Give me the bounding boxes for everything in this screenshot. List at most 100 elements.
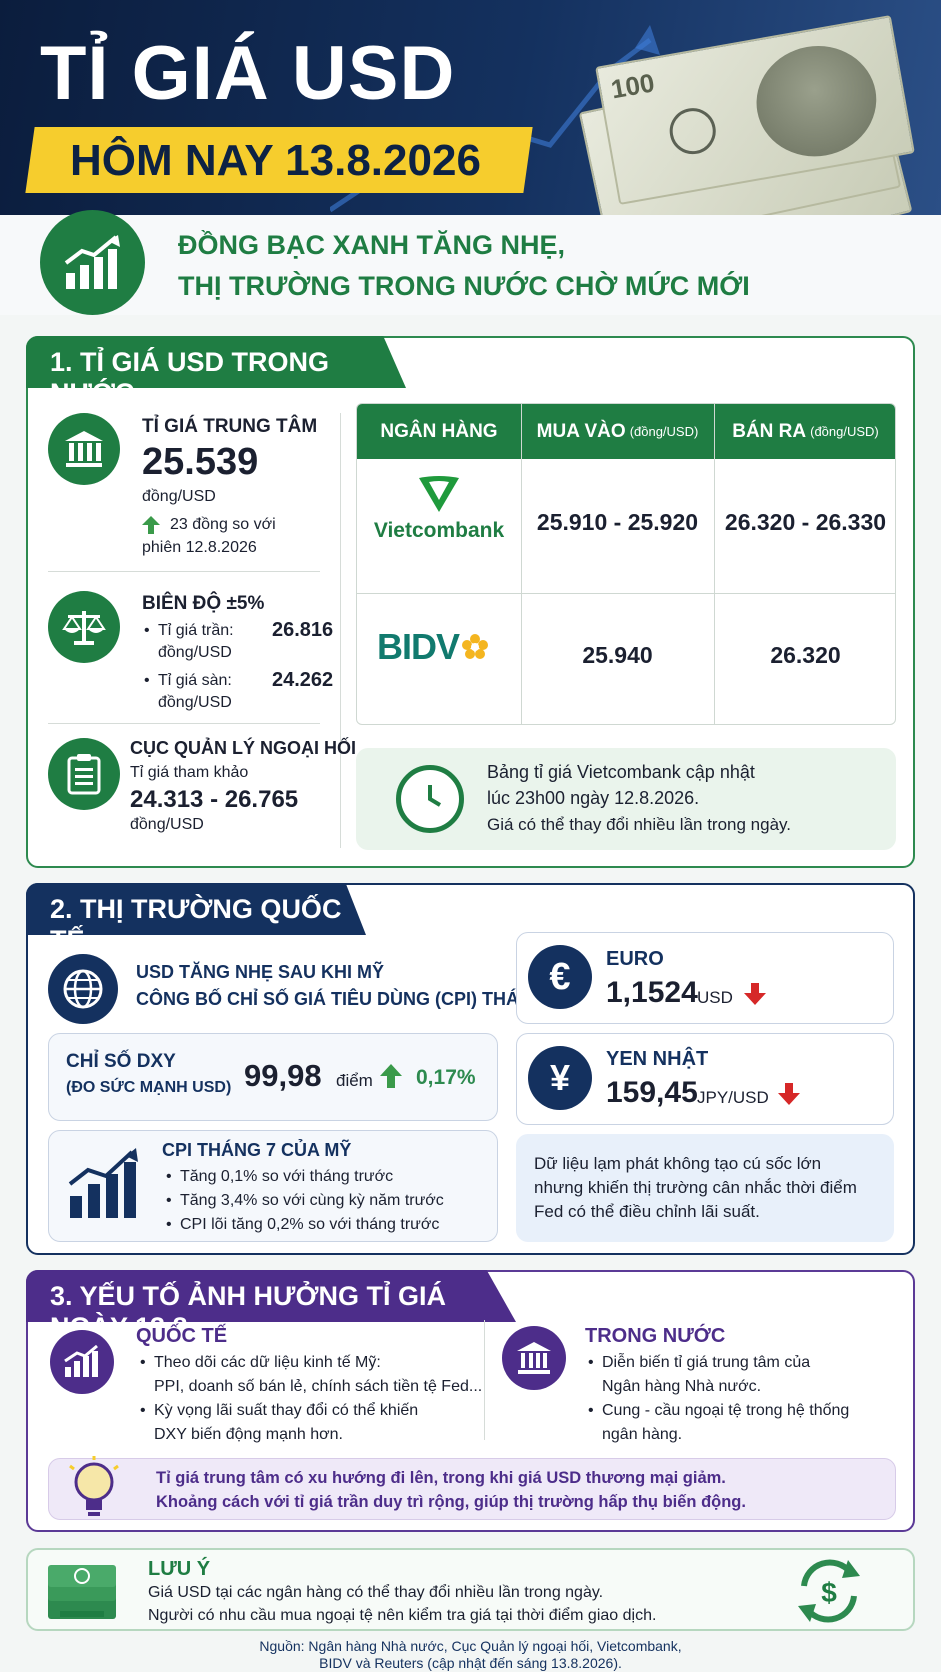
- dxy-unit: điểm: [336, 1071, 373, 1090]
- yen-icon: ¥: [528, 1046, 592, 1110]
- band-label: BIÊN ĐỘ ±5%: [142, 593, 265, 614]
- section-2-tab: 2. THỊ TRƯỜNG QUỐC TẾ: [26, 883, 366, 935]
- subheader-band: [0, 215, 941, 315]
- subtitle-line-2: THỊ TRƯỜNG TRONG NƯỚC CHỜ MỨC MỚI: [178, 271, 750, 301]
- domestic-factor-title: TRONG NƯỚC: [585, 1325, 726, 1347]
- update-note-line-1: Bảng tỉ giá Vietcombank cập nhật: [487, 762, 755, 782]
- page-title: TỈ GIÁ USD: [40, 31, 456, 116]
- intl-headline-line-1: USD TĂNG NHẸ SAU KHI MỸ: [136, 962, 385, 982]
- globe-icon: [48, 954, 118, 1024]
- state-bank-icon: [502, 1326, 566, 1390]
- euro-value: 1,1524: [606, 976, 698, 1009]
- update-note-line-2: lúc 23h00 ngày 12.8.2026.: [487, 788, 700, 808]
- domestic-factor-2-cont: ngân hàng.: [602, 1426, 683, 1443]
- bank-building-icon: [48, 413, 120, 485]
- money-stack-icon: [48, 1565, 116, 1619]
- intl-headline-line-2: CÔNG BỐ CHỈ SỐ GIÁ TIÊU DÙNG (CPI) THÁNG…: [136, 989, 562, 1009]
- section-1-tab: 1. TỈ GIÁ USD TRONG NƯỚC: [26, 336, 406, 388]
- intl-factor-title: QUỐC TẾ: [136, 1325, 228, 1347]
- cpi-title: CPI THÁNG 7 CỦA MỸ: [162, 1140, 352, 1160]
- subtitle-line-1: ĐỒNG BẠC XANH TĂNG NHẸ,: [178, 230, 566, 260]
- euro-unit: USD: [697, 988, 733, 1007]
- dxy-value: 99,98: [244, 1058, 322, 1093]
- arrow-down-icon: [744, 983, 766, 1005]
- vietcombank-logo-icon: [419, 476, 459, 512]
- arrow-down-icon: [778, 1083, 800, 1105]
- domestic-factor-2: Cung - cầu ngoại tệ trong hệ thống: [588, 1402, 849, 1420]
- vietcombank-logo: Vietcombank: [357, 474, 521, 543]
- update-note-line-3: Giá có thể thay đổi nhiều lần trong ngày…: [487, 815, 791, 834]
- col-header-bank: NGÂN HÀNG: [357, 404, 521, 459]
- fx-dept-unit: đồng/USD: [130, 816, 204, 833]
- yen-value: 159,45: [606, 1076, 698, 1109]
- insight-panel: [48, 1458, 896, 1520]
- intl-note-line-2: nhưng khiến thị trường cân nhắc thời điể…: [534, 1178, 857, 1197]
- intl-note: [516, 1134, 894, 1242]
- note-line-1: Giá USD tại các ngân hàng có thể thay đổ…: [148, 1584, 604, 1601]
- header-banner: 100 TỈ GIÁ USD HÔM NAY 13.8.2026: [0, 0, 941, 215]
- insight-line-1: Tỉ giá trung tâm có xu hướng đi lên, tro…: [156, 1469, 726, 1487]
- central-rate-change: 23 đồng so với: [170, 516, 276, 533]
- currency-exchange-icon: $: [798, 1559, 860, 1623]
- domestic-factor-1: Diễn biến tỉ giá trung tâm của: [588, 1354, 810, 1372]
- arrow-up-icon: [380, 1064, 402, 1088]
- dxy-change: 0,17%: [416, 1066, 476, 1089]
- dollar-bills-image: 100: [560, 0, 941, 215]
- vcb-buy: 25.910 - 25.920: [536, 509, 699, 535]
- col-header-sell: BÁN RA (đồng/USD): [714, 404, 895, 459]
- bidv-buy: 25.940: [582, 642, 653, 668]
- note-panel: [26, 1548, 915, 1631]
- col-header-buy: MUA VÀO (đồng/USD): [521, 404, 714, 459]
- intl-factor-2-cont: DXY biến động mạnh hơn.: [154, 1426, 343, 1443]
- svg-text:$: $: [821, 1577, 837, 1608]
- domestic-factor-1-cont: Ngân hàng Nhà nước.: [602, 1378, 762, 1395]
- floor-label: Tỉ giá sàn:: [144, 672, 232, 690]
- intl-factor-1: Theo dõi các dữ liệu kinh tế Mỹ:: [140, 1354, 381, 1372]
- yen-label: YEN NHẬT: [606, 1048, 709, 1070]
- clock-icon: [396, 765, 464, 833]
- central-rate-label: TỈ GIÁ TRUNG TÂM: [142, 416, 318, 437]
- euro-icon: €: [528, 945, 592, 1009]
- intl-note-line-3: Fed có thể điều chỉnh lãi suất.: [534, 1202, 760, 1221]
- vcb-sell: 26.320 - 26.330: [724, 509, 887, 535]
- source-line-2: BIDV và Reuters (cập nhật đến sáng 13.8.…: [319, 1655, 622, 1671]
- clipboard-icon: [48, 738, 120, 810]
- trend-up-icon: [40, 210, 145, 315]
- fx-dept-sub: Tỉ giá tham khảo: [130, 764, 249, 781]
- chart-up-icon: [50, 1330, 114, 1394]
- cpi-item-3: CPI lõi tăng 0,2% so với tháng trước: [166, 1216, 439, 1234]
- ceiling-unit: đồng/USD: [158, 644, 232, 661]
- scale-icon: [48, 591, 120, 663]
- fx-dept-value: 24.313 - 26.765: [130, 786, 299, 813]
- bidv-sell: 26.320: [770, 642, 841, 668]
- floor-unit: đồng/USD: [158, 694, 232, 711]
- bar-chart-icon: [68, 1148, 138, 1218]
- ceiling-value: 26.816: [272, 619, 334, 641]
- cpi-item-1: Tăng 0,1% so với tháng trước: [166, 1168, 393, 1186]
- intl-note-line-1: Dữ liệu lạm phát không tạo cú sốc lớn: [534, 1154, 822, 1173]
- intl-factor-1-cont: PPI, doanh số bán lẻ, chính sách tiền tệ…: [154, 1378, 483, 1395]
- bidv-logo: BIDV: [377, 626, 507, 668]
- dxy-panel: [48, 1033, 498, 1121]
- ceiling-label: Tỉ giá trần:: [144, 622, 234, 640]
- section-3-tab: 3. YẾU TỐ ẢNH HƯỞNG TỈ GIÁ NGÀY 13.8: [26, 1270, 516, 1322]
- lightbulb-icon: [69, 1456, 119, 1516]
- central-rate-session: phiên 12.8.2026: [142, 539, 257, 556]
- bank-rate-table: NGÂN HÀNG MUA VÀO (đồng/USD) BÁN RA (đồng/…: [356, 403, 896, 725]
- cpi-item-2: Tăng 3,4% so với cùng kỳ năm trước: [166, 1192, 444, 1210]
- euro-label: EURO: [606, 948, 664, 970]
- source-line-1: Nguồn: Ngân hàng Nhà nước, Cục Quản lý n…: [259, 1638, 682, 1654]
- floor-value: 24.262: [272, 669, 334, 691]
- note-line-2: Người có nhu cầu mua ngoại tệ nên kiểm t…: [148, 1607, 657, 1624]
- central-rate-value: 25.539: [142, 441, 259, 483]
- dxy-sub: (ĐO SỨC MẠNH USD): [66, 1079, 232, 1096]
- intl-factor-2: Kỳ vọng lãi suất thay đổi có thể khiến: [140, 1402, 418, 1420]
- note-title: LƯU Ý: [148, 1558, 211, 1580]
- insight-line-2: Khoảng cách với tỉ giá trần duy trì rộng…: [156, 1493, 746, 1511]
- arrow-up-icon: [142, 516, 160, 534]
- dxy-label: CHỈ SỐ DXY: [66, 1051, 176, 1072]
- bidv-flower-icon: [462, 634, 489, 659]
- yen-unit: JPY/USD: [697, 1088, 769, 1107]
- central-rate-unit: đồng/USD: [142, 488, 216, 505]
- fx-dept-label: CỤC QUẢN LÝ NGOẠI HỐI: [130, 738, 357, 758]
